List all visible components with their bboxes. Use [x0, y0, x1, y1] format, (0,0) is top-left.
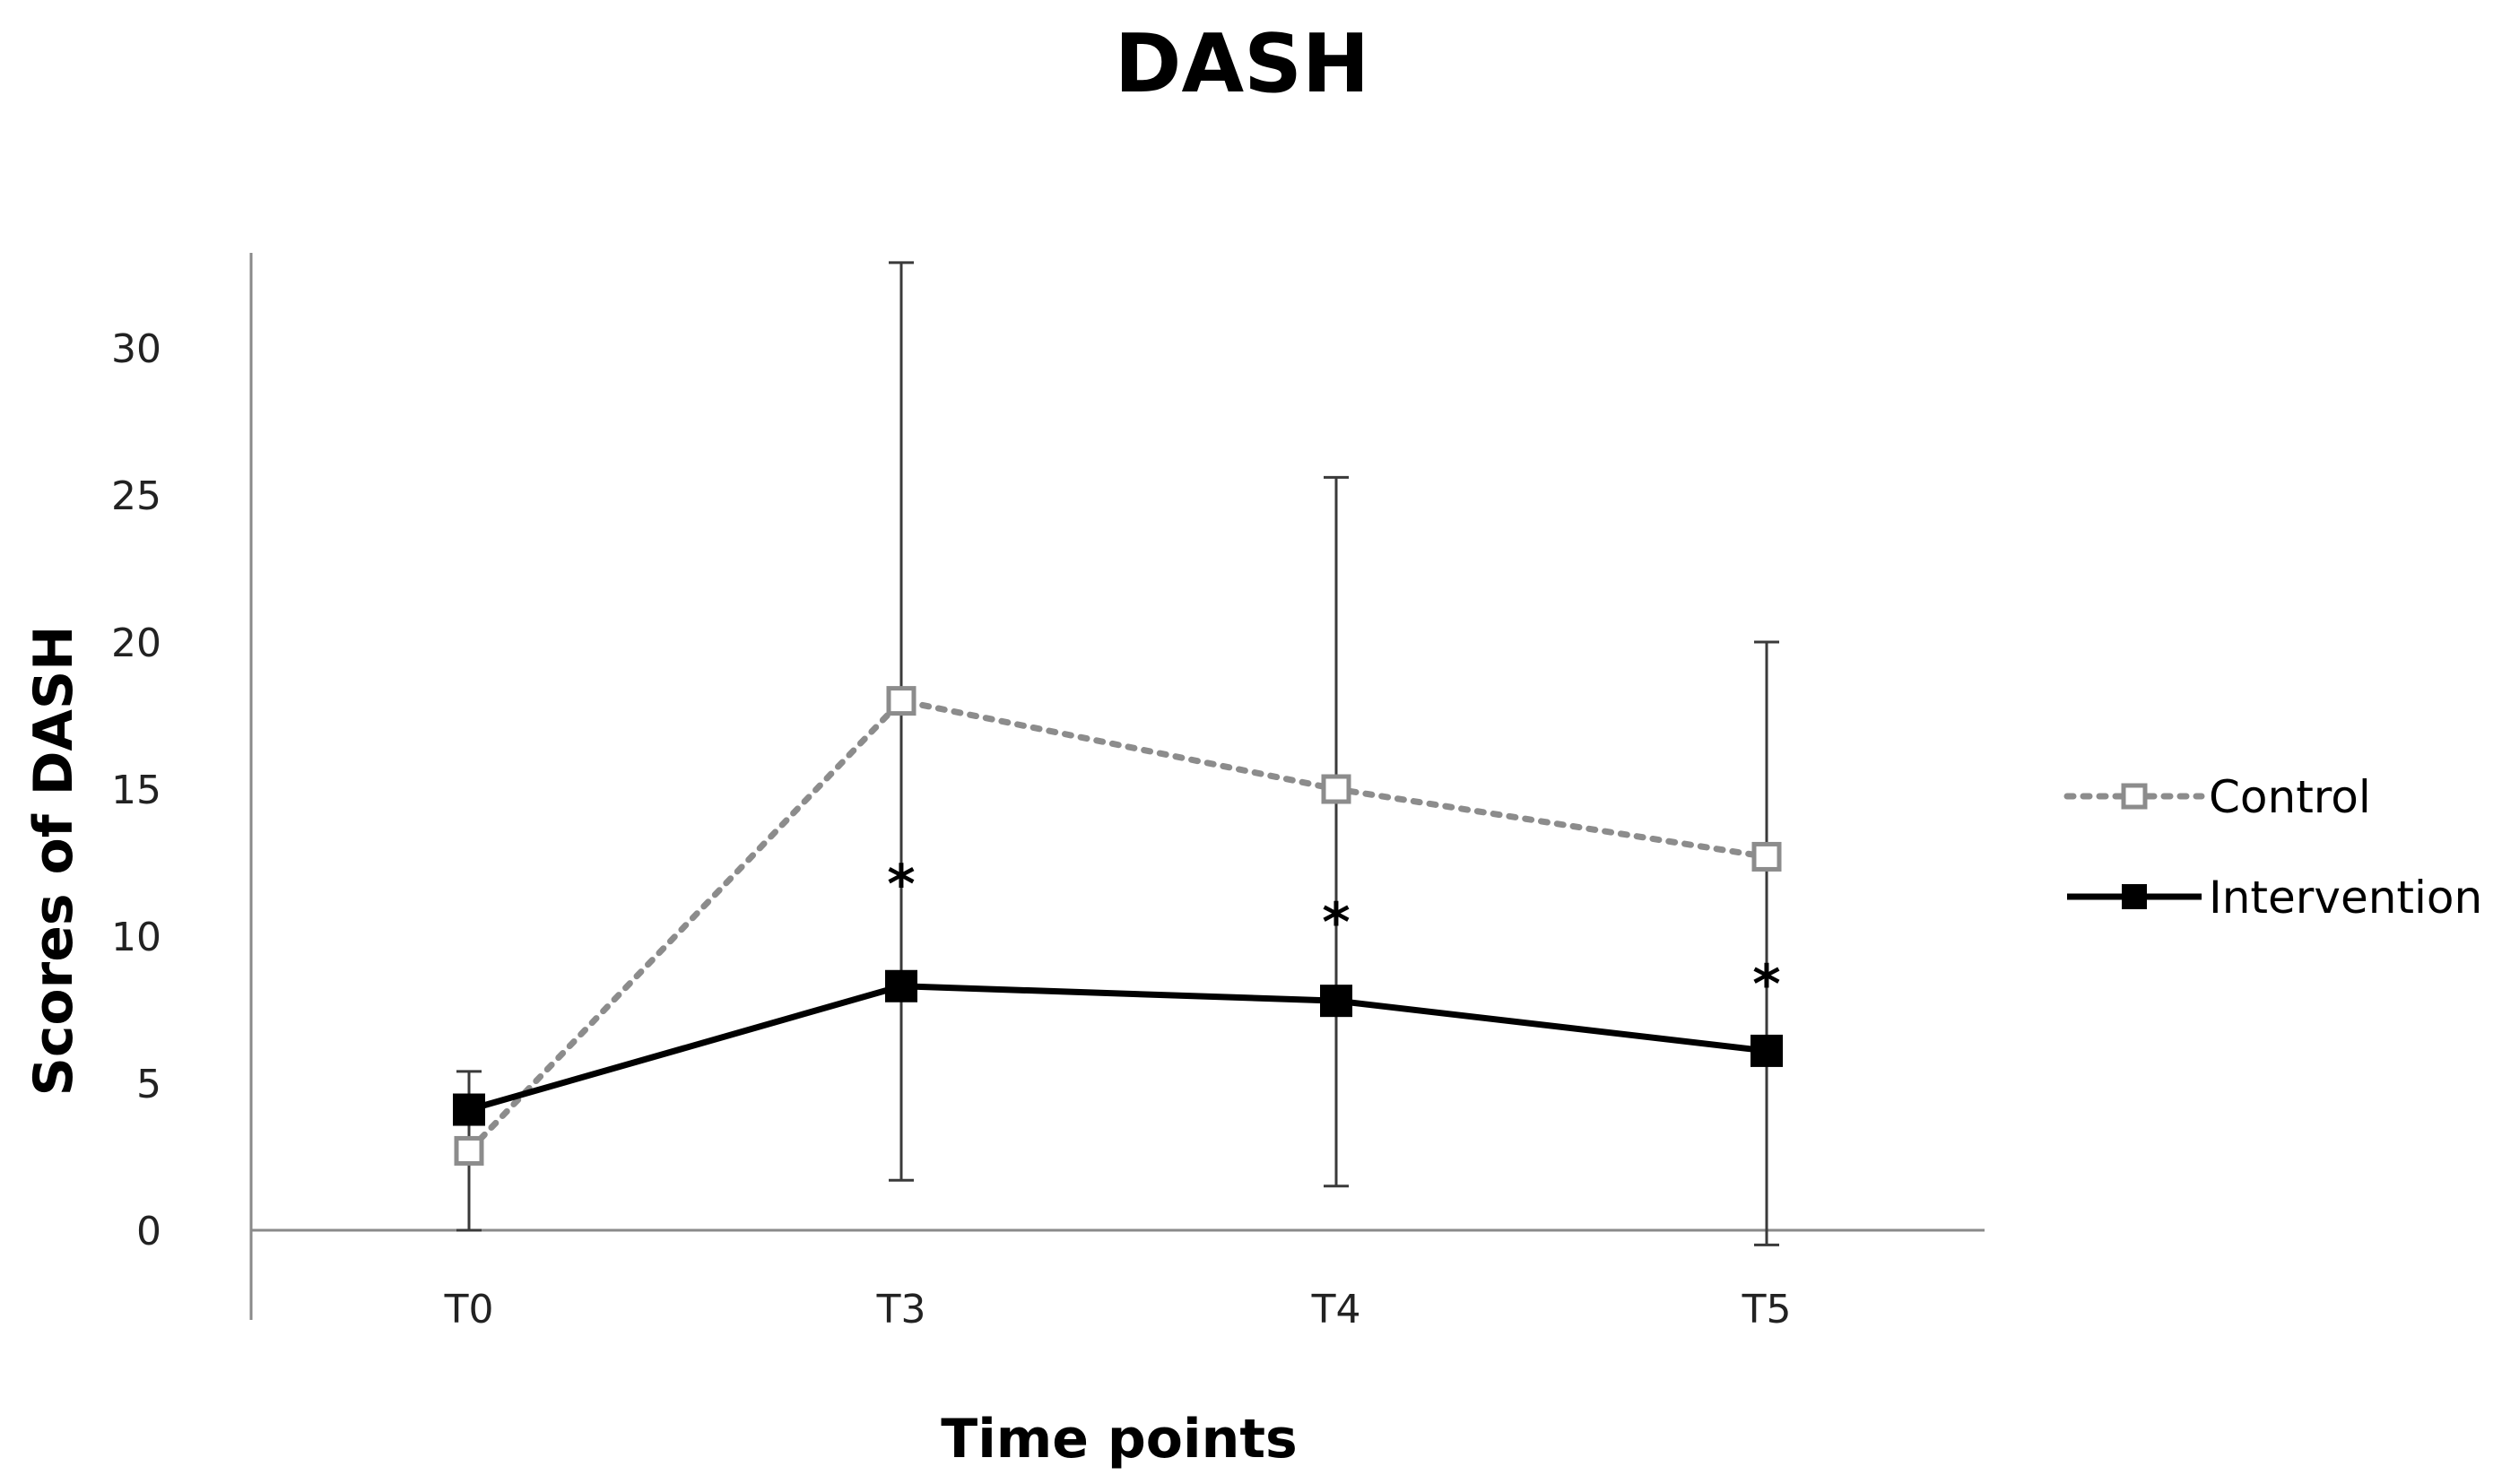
legend-intervention-marker [2122, 884, 2147, 909]
data-point-control [1751, 841, 1782, 872]
data-point-intervention [453, 1093, 485, 1126]
legend-item-control: Control [2063, 771, 2371, 823]
data-point-control [886, 686, 917, 716]
x-axis-title: Time points [941, 1408, 1297, 1471]
data-point-control [1321, 774, 1351, 804]
x-tick-label: T5 [1742, 1287, 1792, 1332]
series-line-intervention [468, 983, 1768, 1113]
legend-item-intervention: Intervention [2067, 872, 2482, 924]
y-axis-title: Scores of DASH [22, 626, 85, 1097]
y-tick-label: 15 [111, 768, 161, 813]
y-tick-label: 5 [136, 1062, 161, 1107]
data-point-intervention [885, 969, 917, 1002]
significance-marker: * [887, 854, 915, 916]
significance-marker: * [1322, 891, 1350, 954]
y-tick-label: 10 [111, 915, 161, 960]
legend-control-marker [2121, 783, 2148, 810]
y-tick-label: 20 [111, 621, 161, 666]
legend-intervention-label: Intervention [2209, 872, 2482, 924]
y-tick-label: 30 [111, 326, 161, 372]
data-point-intervention [1320, 985, 1352, 1018]
data-point-control [454, 1135, 484, 1166]
x-tick-label: T4 [1311, 1287, 1361, 1332]
legend: Control Intervention [2063, 771, 2482, 924]
x-tick-label: T3 [876, 1287, 926, 1332]
y-tick-label: 0 [136, 1209, 161, 1254]
x-tick-label: T0 [444, 1287, 494, 1332]
chart-title: DASH [1115, 17, 1370, 111]
y-tick-label: 25 [111, 473, 161, 519]
significance-marker: * [1752, 953, 1780, 1016]
data-point-intervention [1751, 1034, 1783, 1067]
legend-control-label: Control [2209, 771, 2371, 823]
series-line-control [465, 698, 1770, 1154]
